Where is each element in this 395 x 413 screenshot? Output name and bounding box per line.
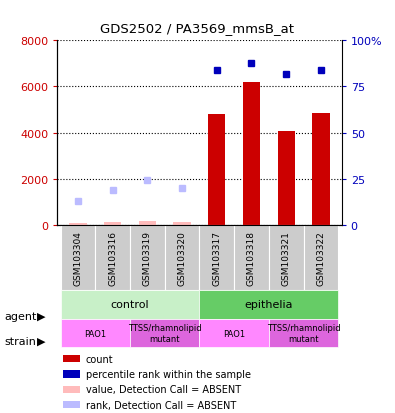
Text: GSM103304: GSM103304: [73, 230, 83, 285]
Bar: [208, 115, 226, 225]
Text: GSM103318: GSM103318: [247, 230, 256, 285]
Bar: [269, 225, 303, 290]
Bar: [104, 222, 121, 225]
Bar: [130, 225, 165, 290]
Text: GSM103320: GSM103320: [178, 230, 186, 285]
Bar: [139, 221, 156, 225]
Bar: [63, 386, 80, 393]
Text: GSM103319: GSM103319: [143, 230, 152, 285]
Bar: [61, 319, 130, 348]
Bar: [199, 290, 338, 319]
Bar: [243, 83, 260, 225]
Bar: [63, 401, 80, 408]
Bar: [199, 225, 234, 290]
Bar: [96, 225, 130, 290]
Text: ▶: ▶: [37, 311, 46, 321]
Text: count: count: [86, 354, 113, 363]
Bar: [312, 114, 329, 225]
Bar: [61, 225, 96, 290]
Bar: [234, 225, 269, 290]
Bar: [63, 355, 80, 362]
Text: percentile rank within the sample: percentile rank within the sample: [86, 369, 251, 379]
Text: control: control: [111, 300, 149, 310]
Text: GSM103322: GSM103322: [316, 230, 325, 285]
Bar: [165, 225, 199, 290]
Text: GDS2502 / PA3569_mmsB_at: GDS2502 / PA3569_mmsB_at: [100, 22, 295, 36]
Bar: [278, 132, 295, 225]
Bar: [63, 370, 80, 377]
Text: GSM103317: GSM103317: [213, 230, 221, 285]
Text: agent: agent: [4, 311, 36, 321]
Bar: [70, 224, 87, 225]
Bar: [269, 319, 338, 348]
Text: ▶: ▶: [37, 336, 46, 346]
Text: PAO1: PAO1: [85, 329, 107, 338]
Text: value, Detection Call = ABSENT: value, Detection Call = ABSENT: [86, 384, 241, 394]
Bar: [303, 225, 338, 290]
Text: PAO1: PAO1: [223, 329, 245, 338]
Bar: [199, 319, 269, 348]
Bar: [173, 222, 191, 225]
Text: rank, Detection Call = ABSENT: rank, Detection Call = ABSENT: [86, 400, 236, 410]
Text: epithelia: epithelia: [245, 300, 293, 310]
Bar: [61, 290, 199, 319]
Text: TTSS/rhamnolipid
mutant: TTSS/rhamnolipid mutant: [128, 324, 201, 343]
Bar: [130, 319, 199, 348]
Text: TTSS/rhamnolipid
mutant: TTSS/rhamnolipid mutant: [267, 324, 340, 343]
Text: GSM103316: GSM103316: [108, 230, 117, 285]
Text: GSM103321: GSM103321: [282, 230, 291, 285]
Text: strain: strain: [4, 336, 36, 346]
